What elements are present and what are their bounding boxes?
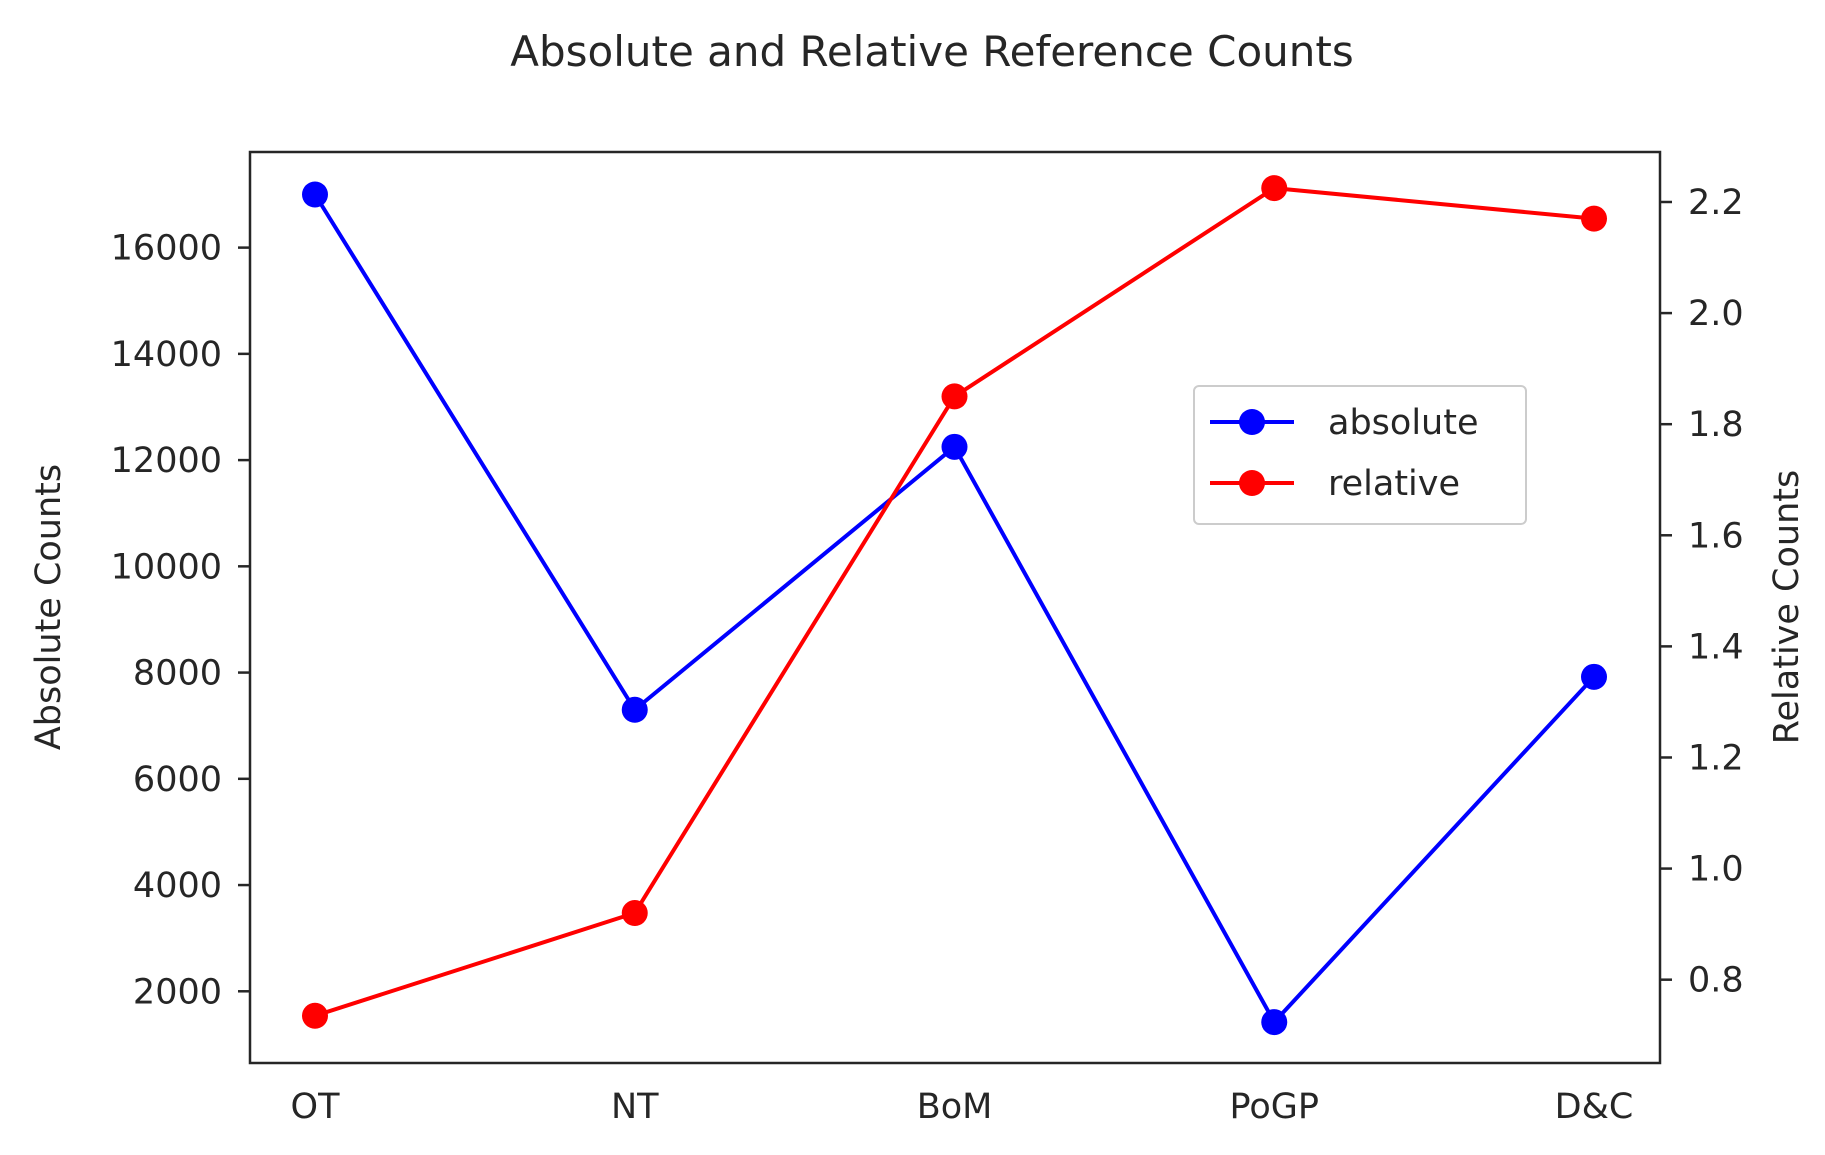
left-tick-label: 8000 — [133, 654, 222, 694]
legend-label-relative: relative — [1328, 464, 1460, 504]
chart-title: Absolute and Relative Reference Counts — [510, 27, 1353, 76]
right-tick-label: 1.8 — [1688, 405, 1744, 445]
left-tick-label: 14000 — [111, 335, 222, 375]
data-point-absolute — [1261, 1009, 1288, 1036]
left-tick-label: 16000 — [111, 229, 222, 269]
data-point-absolute — [1581, 663, 1607, 690]
legend-marker-relative — [1239, 470, 1265, 496]
left-axis-ticks: 2000 4000 6000 8000 10000 12000 14000 16000 — [111, 229, 250, 1012]
x-axis-ticks: OT NT BoM PoGP D&C — [291, 1087, 1634, 1127]
series-layer — [302, 175, 1607, 1036]
data-point-relative — [302, 1002, 328, 1029]
left-tick-label: 12000 — [111, 441, 222, 481]
y-axis-label-right: Relative Counts — [1767, 470, 1807, 744]
series-line-relative — [314, 186, 1595, 1018]
legend-marker-absolute — [1239, 409, 1265, 435]
x-tick-label: NT — [611, 1087, 659, 1127]
left-tick-label: 6000 — [133, 760, 222, 800]
series-line-absolute — [313, 193, 1596, 1025]
right-tick-label: 1.4 — [1688, 627, 1744, 667]
left-tick-label: 10000 — [111, 547, 222, 587]
right-tick-label: 0.8 — [1688, 961, 1744, 1001]
plot-frame — [248, 150, 1662, 1065]
data-point-absolute — [941, 433, 968, 460]
right-tick-label: 1.6 — [1688, 516, 1744, 556]
left-tick-label: 2000 — [133, 972, 222, 1012]
y-axis-label-left: Absolute Counts — [29, 464, 69, 750]
data-point-relative — [1261, 175, 1288, 202]
data-point-relative — [621, 900, 648, 927]
x-tick-label: PoGP — [1230, 1087, 1320, 1127]
right-tick-label: 2.0 — [1688, 294, 1744, 334]
right-tick-label: 2.2 — [1688, 183, 1744, 223]
data-point-relative — [941, 383, 968, 410]
series-relative — [302, 175, 1607, 1029]
x-tick-label: BoM — [917, 1087, 993, 1127]
data-point-absolute — [302, 181, 328, 208]
right-tick-label: 1.2 — [1688, 738, 1744, 778]
legend-label-absolute: absolute — [1328, 403, 1478, 443]
data-point-relative — [1581, 205, 1607, 232]
x-tick-label: OT — [291, 1087, 341, 1127]
left-tick-label: 4000 — [133, 866, 222, 906]
x-tick-label: D&C — [1555, 1087, 1634, 1127]
legend: absolute relative — [1193, 385, 1527, 525]
right-tick-label: 1.0 — [1688, 850, 1744, 890]
series-absolute — [302, 181, 1607, 1036]
data-point-absolute — [621, 696, 648, 723]
right-axis-ticks: 0.8 1.0 1.2 1.4 1.6 1.8 2.0 2.2 — [1660, 183, 1744, 1001]
